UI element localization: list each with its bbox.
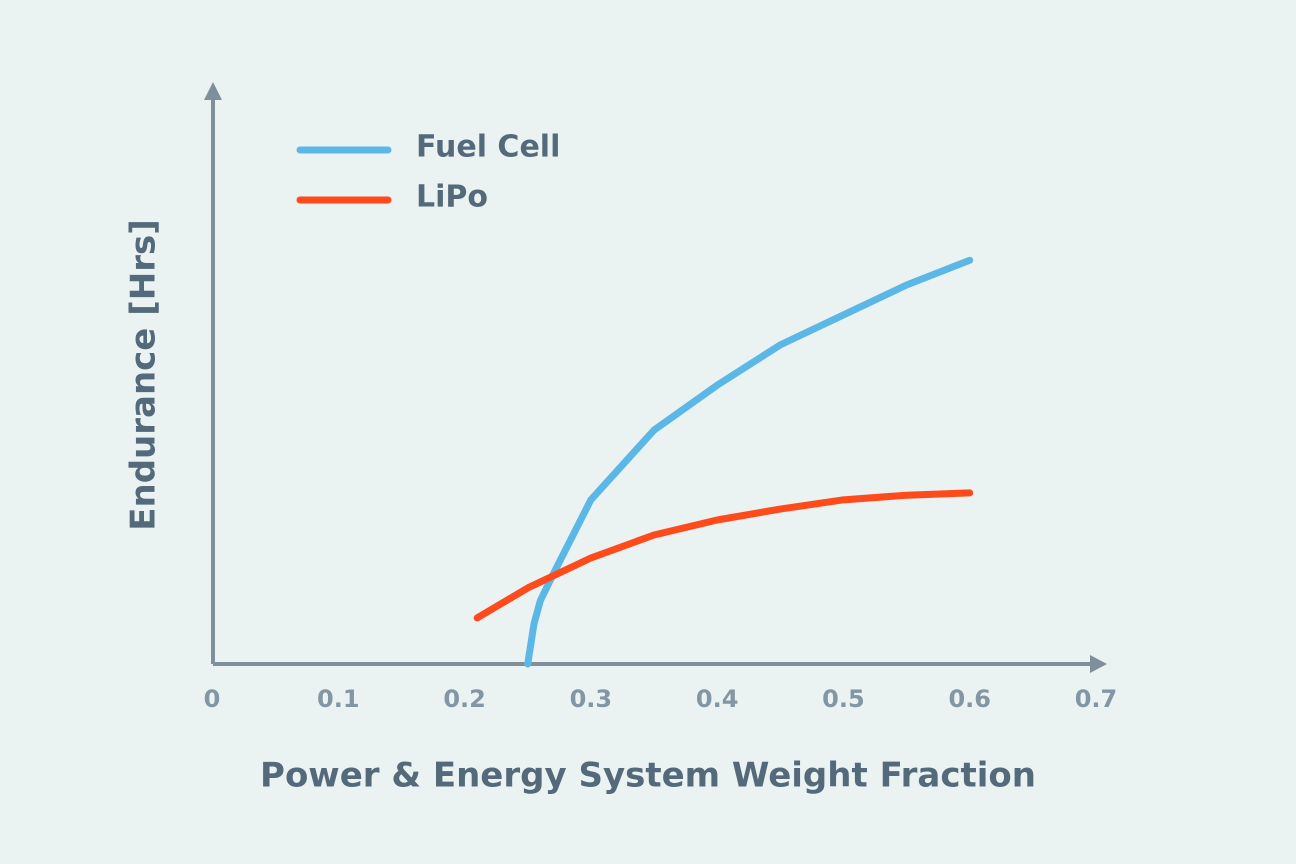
x-tick-label: 0.7 [1075,685,1118,713]
x-tick-label: 0 [204,685,221,713]
series-line [473,489,974,622]
x-tick-label: 0.1 [317,685,360,713]
x-tick-label: 0.2 [443,685,486,713]
x-tick-label: 0.4 [696,685,739,713]
y-axis-title: Endurance [Hrs] [124,219,164,530]
x-axis-arrow [1090,655,1107,673]
y-axis-arrow [204,82,222,100]
legend-label: Fuel Cell [416,130,560,165]
axes [204,82,1107,673]
x-tick-label: 0.5 [822,685,865,713]
x-axis-title: Power & Energy System Weight Fraction [260,756,1036,796]
series-line [524,256,974,668]
x-tick-label: 0.3 [570,685,613,713]
x-tick-label: 0.6 [948,685,991,713]
legend-label: LiPo [416,180,488,215]
